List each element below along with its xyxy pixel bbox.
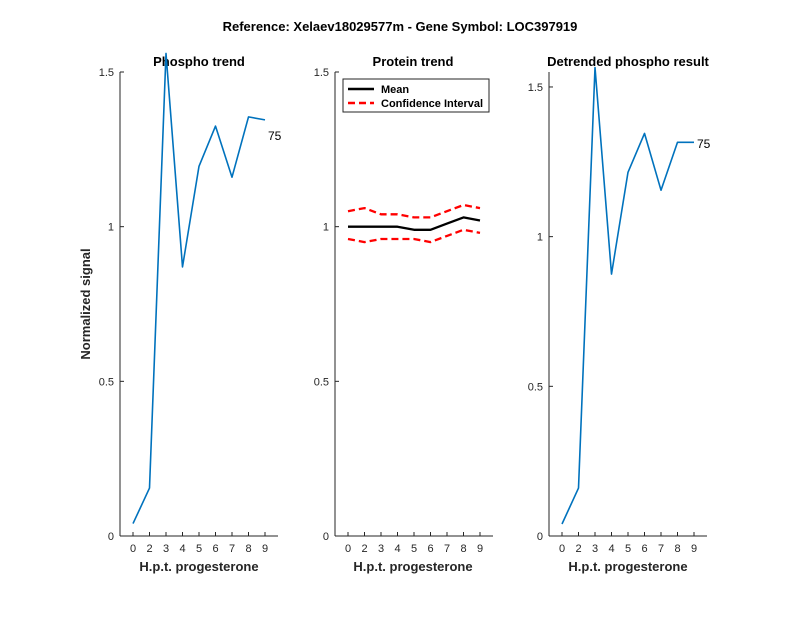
x-axis-label: H.p.t. progesterone xyxy=(139,559,258,574)
y-tick-label: 0 xyxy=(537,531,543,543)
series-lines xyxy=(347,203,481,244)
x-tick-label: 3 xyxy=(592,543,598,555)
series-lines xyxy=(561,66,694,525)
y-tick-label: 1 xyxy=(108,222,114,234)
x-tick-label: 0 xyxy=(559,543,565,555)
x-tick-label: 2 xyxy=(575,543,581,555)
y-tick-label: 0.5 xyxy=(528,381,543,393)
y-ticks: 0 0.5 1 1.5 xyxy=(99,67,124,543)
figure-suptitle: Reference: Xelaev18029577m - Gene Symbol… xyxy=(223,19,578,34)
y-tick-label: 1.5 xyxy=(314,67,329,79)
x-tick-label: 6 xyxy=(212,543,218,555)
panel-title: Protein trend xyxy=(373,54,454,69)
x-axis-label: H.p.t. progesterone xyxy=(353,559,472,574)
y-tick-label: 0 xyxy=(323,531,329,543)
x-tick-label: 3 xyxy=(163,543,169,555)
end-label: 75 xyxy=(697,137,711,151)
x-tick-label: 3 xyxy=(378,543,384,555)
x-tick-label: 0 xyxy=(130,543,136,555)
y-tick-label: 0 xyxy=(108,531,114,543)
y-ticks: 0 0.5 1 1.5 xyxy=(314,67,339,543)
y-axis-label: Normalized signal xyxy=(78,248,93,359)
y-tick-label: 1 xyxy=(537,232,543,244)
legend: Mean Confidence Interval xyxy=(342,78,490,113)
series-line-2 xyxy=(347,228,481,244)
x-tick-label: 4 xyxy=(179,543,185,555)
y-tick-label: 0.5 xyxy=(99,376,114,388)
x-tick-label: 4 xyxy=(608,543,614,555)
series-lines xyxy=(132,52,266,524)
x-tick-label: 2 xyxy=(146,543,152,555)
y-tick-label: 1 xyxy=(323,222,329,234)
panel-title: Detrended phospho result xyxy=(547,54,709,69)
x-tick-label: 4 xyxy=(394,543,400,555)
y-tick-label: 0.5 xyxy=(314,376,329,388)
series-line-1 xyxy=(347,203,481,219)
x-tick-label: 9 xyxy=(691,543,697,555)
panel-title: Phospho trend xyxy=(153,54,245,69)
x-axis-label: H.p.t. progesterone xyxy=(568,559,687,574)
x-tick-label: 8 xyxy=(245,543,251,555)
x-tick-label: 7 xyxy=(444,543,450,555)
x-tick-label: 6 xyxy=(427,543,433,555)
x-tick-label: 7 xyxy=(658,543,664,555)
x-tick-label: 2 xyxy=(361,543,367,555)
legend-label-mean: Mean xyxy=(381,84,409,96)
x-tick-label: 9 xyxy=(262,543,268,555)
series-line-0 xyxy=(561,66,694,525)
x-tick-label: 5 xyxy=(196,543,202,555)
legend-label-ci: Confidence Interval xyxy=(381,98,483,110)
legend-box xyxy=(342,78,490,113)
x-tick-label: 5 xyxy=(625,543,631,555)
y-tick-label: 1.5 xyxy=(99,67,114,79)
series-line-0 xyxy=(348,216,481,231)
x-tick-label: 0 xyxy=(345,543,351,555)
y-ticks: 0 0.5 1 1.5 xyxy=(528,82,553,543)
end-label: 75 xyxy=(268,129,282,143)
x-tick-label: 8 xyxy=(674,543,680,555)
y-tick-label: 1.5 xyxy=(528,82,543,94)
x-tick-label: 8 xyxy=(460,543,466,555)
x-tick-label: 7 xyxy=(229,543,235,555)
x-tick-label: 9 xyxy=(477,543,483,555)
x-tick-label: 6 xyxy=(641,543,647,555)
series-line-0 xyxy=(132,52,266,524)
x-tick-label: 5 xyxy=(411,543,417,555)
